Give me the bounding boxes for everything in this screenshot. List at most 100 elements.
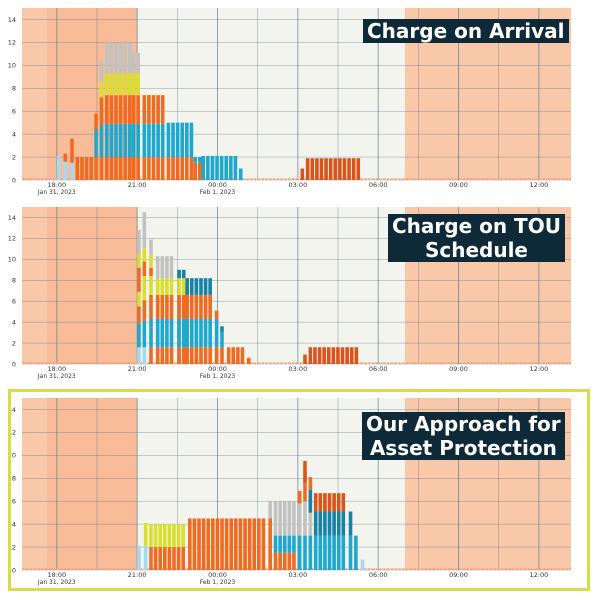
- bar-segment: [197, 157, 202, 163]
- x-tick-label: 06:00: [369, 365, 388, 373]
- bar-segment: [165, 318, 169, 348]
- bar-segment: [189, 318, 194, 348]
- bar-segment: [220, 518, 224, 570]
- bar-segment: [156, 157, 160, 180]
- bar-segment: [131, 95, 136, 124]
- bar-segment: [243, 518, 247, 570]
- y-tick-label: 0: [12, 566, 16, 574]
- bar-group: [155, 256, 174, 364]
- bar-segment: [252, 518, 257, 570]
- bar-segment: [203, 347, 208, 364]
- bar-segment: [172, 524, 176, 548]
- bar-segment: [354, 535, 358, 570]
- x-tick-label: 18:00: [47, 571, 66, 579]
- bar-segment: [297, 490, 302, 504]
- bar-segment: [56, 155, 61, 180]
- bar-segment: [322, 347, 326, 364]
- bar-segment: [347, 158, 351, 180]
- x-tick-date: Jan 31, 2023: [37, 579, 76, 586]
- bar-group: [348, 511, 353, 570]
- y-tick-label: 4: [12, 130, 16, 138]
- bar-group: [188, 518, 266, 570]
- bar-segment: [109, 95, 114, 124]
- bar-group: [303, 354, 307, 364]
- bar-segment: [118, 123, 123, 158]
- bar-segment: [181, 294, 186, 319]
- bar-segment: [163, 547, 167, 570]
- bar-segment: [340, 347, 345, 364]
- bar-group: [308, 477, 313, 570]
- bar-segment: [149, 524, 153, 548]
- bar-segment: [208, 318, 212, 348]
- bar-group: [305, 158, 361, 180]
- x-tick-label: 09:00: [449, 571, 468, 579]
- bar-segment: [208, 278, 212, 295]
- x-tick-label: 21:00: [128, 181, 147, 189]
- bar-segment: [185, 157, 189, 180]
- bar-segment: [327, 535, 332, 570]
- bar-segment: [142, 321, 147, 348]
- bar-segment: [70, 162, 74, 180]
- bar-segment: [160, 278, 165, 295]
- bar-segment: [189, 347, 194, 364]
- y-tick-label: 10: [8, 452, 16, 460]
- bar-segment: [149, 239, 153, 255]
- bar-segment: [136, 52, 140, 74]
- bar-segment: [136, 73, 140, 96]
- bar-segment: [147, 157, 151, 180]
- bar-segment: [303, 501, 307, 536]
- bar-segment: [156, 95, 160, 124]
- bar-segment: [114, 95, 118, 124]
- bar-segment: [220, 331, 224, 348]
- bar-segment: [318, 535, 323, 570]
- bar-segment: [128, 157, 132, 180]
- y-tick-label: 8: [12, 475, 16, 483]
- bar-group: [149, 524, 186, 570]
- bar-segment: [231, 347, 236, 364]
- bar-segment: [156, 123, 160, 158]
- bar-segment: [197, 518, 201, 570]
- bar-segment: [175, 122, 180, 158]
- bar-group: [268, 501, 272, 570]
- bar-segment: [313, 347, 317, 364]
- bar-segment: [308, 347, 313, 364]
- bar-segment: [315, 158, 319, 180]
- bar-segment: [166, 157, 171, 180]
- bar-segment: [219, 155, 224, 180]
- bar-segment: [214, 347, 219, 364]
- bar-segment: [333, 158, 338, 180]
- bar-segment: [348, 511, 353, 536]
- bar-segment: [181, 318, 186, 348]
- bar-segment: [105, 123, 109, 158]
- y-tick-label: 14: [8, 16, 16, 24]
- bar-segment: [160, 294, 165, 319]
- bar-segment: [123, 73, 128, 96]
- bar-segment: [185, 347, 189, 364]
- bar-segment: [348, 535, 353, 570]
- bar-segment: [172, 547, 176, 570]
- bar-segment: [175, 157, 180, 180]
- bar-segment: [327, 493, 332, 512]
- chart-title-line: Charge on Arrival: [367, 19, 565, 43]
- bar-segment: [185, 122, 189, 158]
- bar-segment: [151, 157, 156, 180]
- bar-group: [238, 168, 243, 180]
- bar-segment: [151, 123, 156, 158]
- bar-segment: [165, 294, 169, 319]
- bar-segment: [278, 501, 282, 536]
- bar-segment: [160, 318, 165, 348]
- bar-segment: [165, 256, 169, 279]
- x-tick-label: 06:00: [369, 181, 388, 189]
- bar-segment: [118, 157, 123, 180]
- bar-segment: [151, 95, 156, 124]
- bar-segment: [165, 278, 169, 295]
- bar-segment: [149, 318, 153, 348]
- highlight-border: [8, 389, 590, 591]
- bar-segment: [194, 278, 199, 295]
- bar-segment: [257, 518, 261, 570]
- bar-segment: [327, 511, 332, 536]
- bar-segment: [105, 42, 109, 74]
- chart-title-charge-on-tou: Charge on TOU Schedule: [388, 214, 565, 262]
- bar-segment: [303, 461, 307, 483]
- bar-segment: [192, 518, 197, 570]
